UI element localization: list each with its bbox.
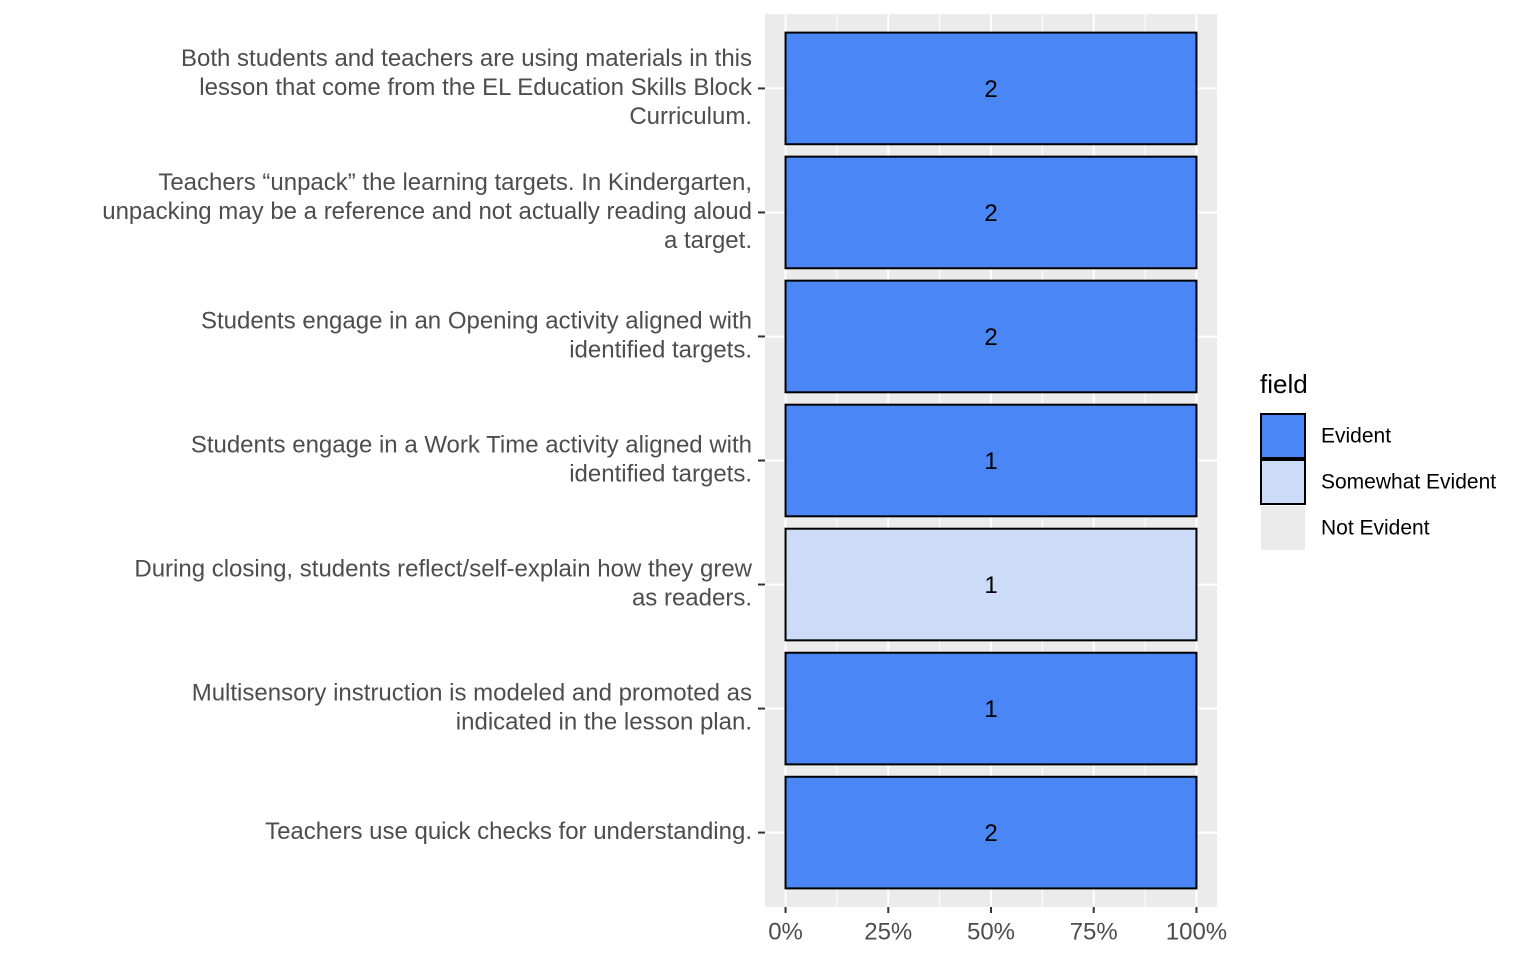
bar-segment [784, 279, 1198, 394]
x-tick-label: 50% [967, 918, 1015, 945]
bar-segment [784, 775, 1198, 890]
data-label: 1 [984, 448, 997, 475]
x-tick-label: 0% [768, 918, 803, 945]
bar-segment [784, 31, 1198, 146]
bar-segment [784, 403, 1198, 518]
y-tick-label: Students engage in an Opening activity a… [201, 307, 752, 334]
y-tick-label: identified targets. [569, 460, 752, 487]
y-tick-label: a target. [664, 227, 752, 254]
y-tick-label: During closing, students reflect/self-ex… [134, 555, 752, 582]
legend-key [1260, 459, 1306, 505]
y-tick-label: identified targets. [569, 336, 752, 363]
y-tick-label: Multisensory instruction is modeled and … [192, 679, 752, 706]
x-tick-label: 25% [864, 918, 912, 945]
y-tick-label: indicated in the lesson plan. [456, 708, 752, 735]
y-tick-label: lesson that come from the EL Education S… [199, 74, 753, 101]
y-tick-label: Both students and teachers are using mat… [181, 45, 752, 72]
legend-label: Not Evident [1321, 517, 1430, 540]
y-tick-label: Curriculum. [629, 103, 752, 130]
data-label: 2 [984, 820, 997, 847]
bar-segment [784, 527, 1198, 642]
legend-label: Somewhat Evident [1321, 471, 1496, 494]
data-label: 1 [984, 572, 997, 599]
data-label: 2 [984, 76, 997, 103]
y-tick-label: as readers. [632, 584, 752, 611]
legend-key [1260, 413, 1306, 459]
y-tick-label: Teachers “unpack” the learning targets. … [158, 169, 752, 196]
data-label: 2 [984, 324, 997, 351]
x-tick-label: 100% [1166, 918, 1227, 945]
legend-title: field [1260, 369, 1308, 399]
y-tick-label: unpacking may be a reference and not act… [102, 198, 752, 225]
bar-segment [784, 651, 1198, 766]
data-label: 2 [984, 200, 997, 227]
x-tick-label: 75% [1070, 918, 1118, 945]
data-label: 1 [984, 696, 997, 723]
y-tick-label: Teachers use quick checks for understand… [265, 818, 752, 845]
y-tick-label: Students engage in a Work Time activity … [191, 431, 752, 458]
legend-label: Evident [1321, 425, 1391, 448]
bar-segment [784, 155, 1198, 270]
legend-key [1261, 506, 1305, 550]
